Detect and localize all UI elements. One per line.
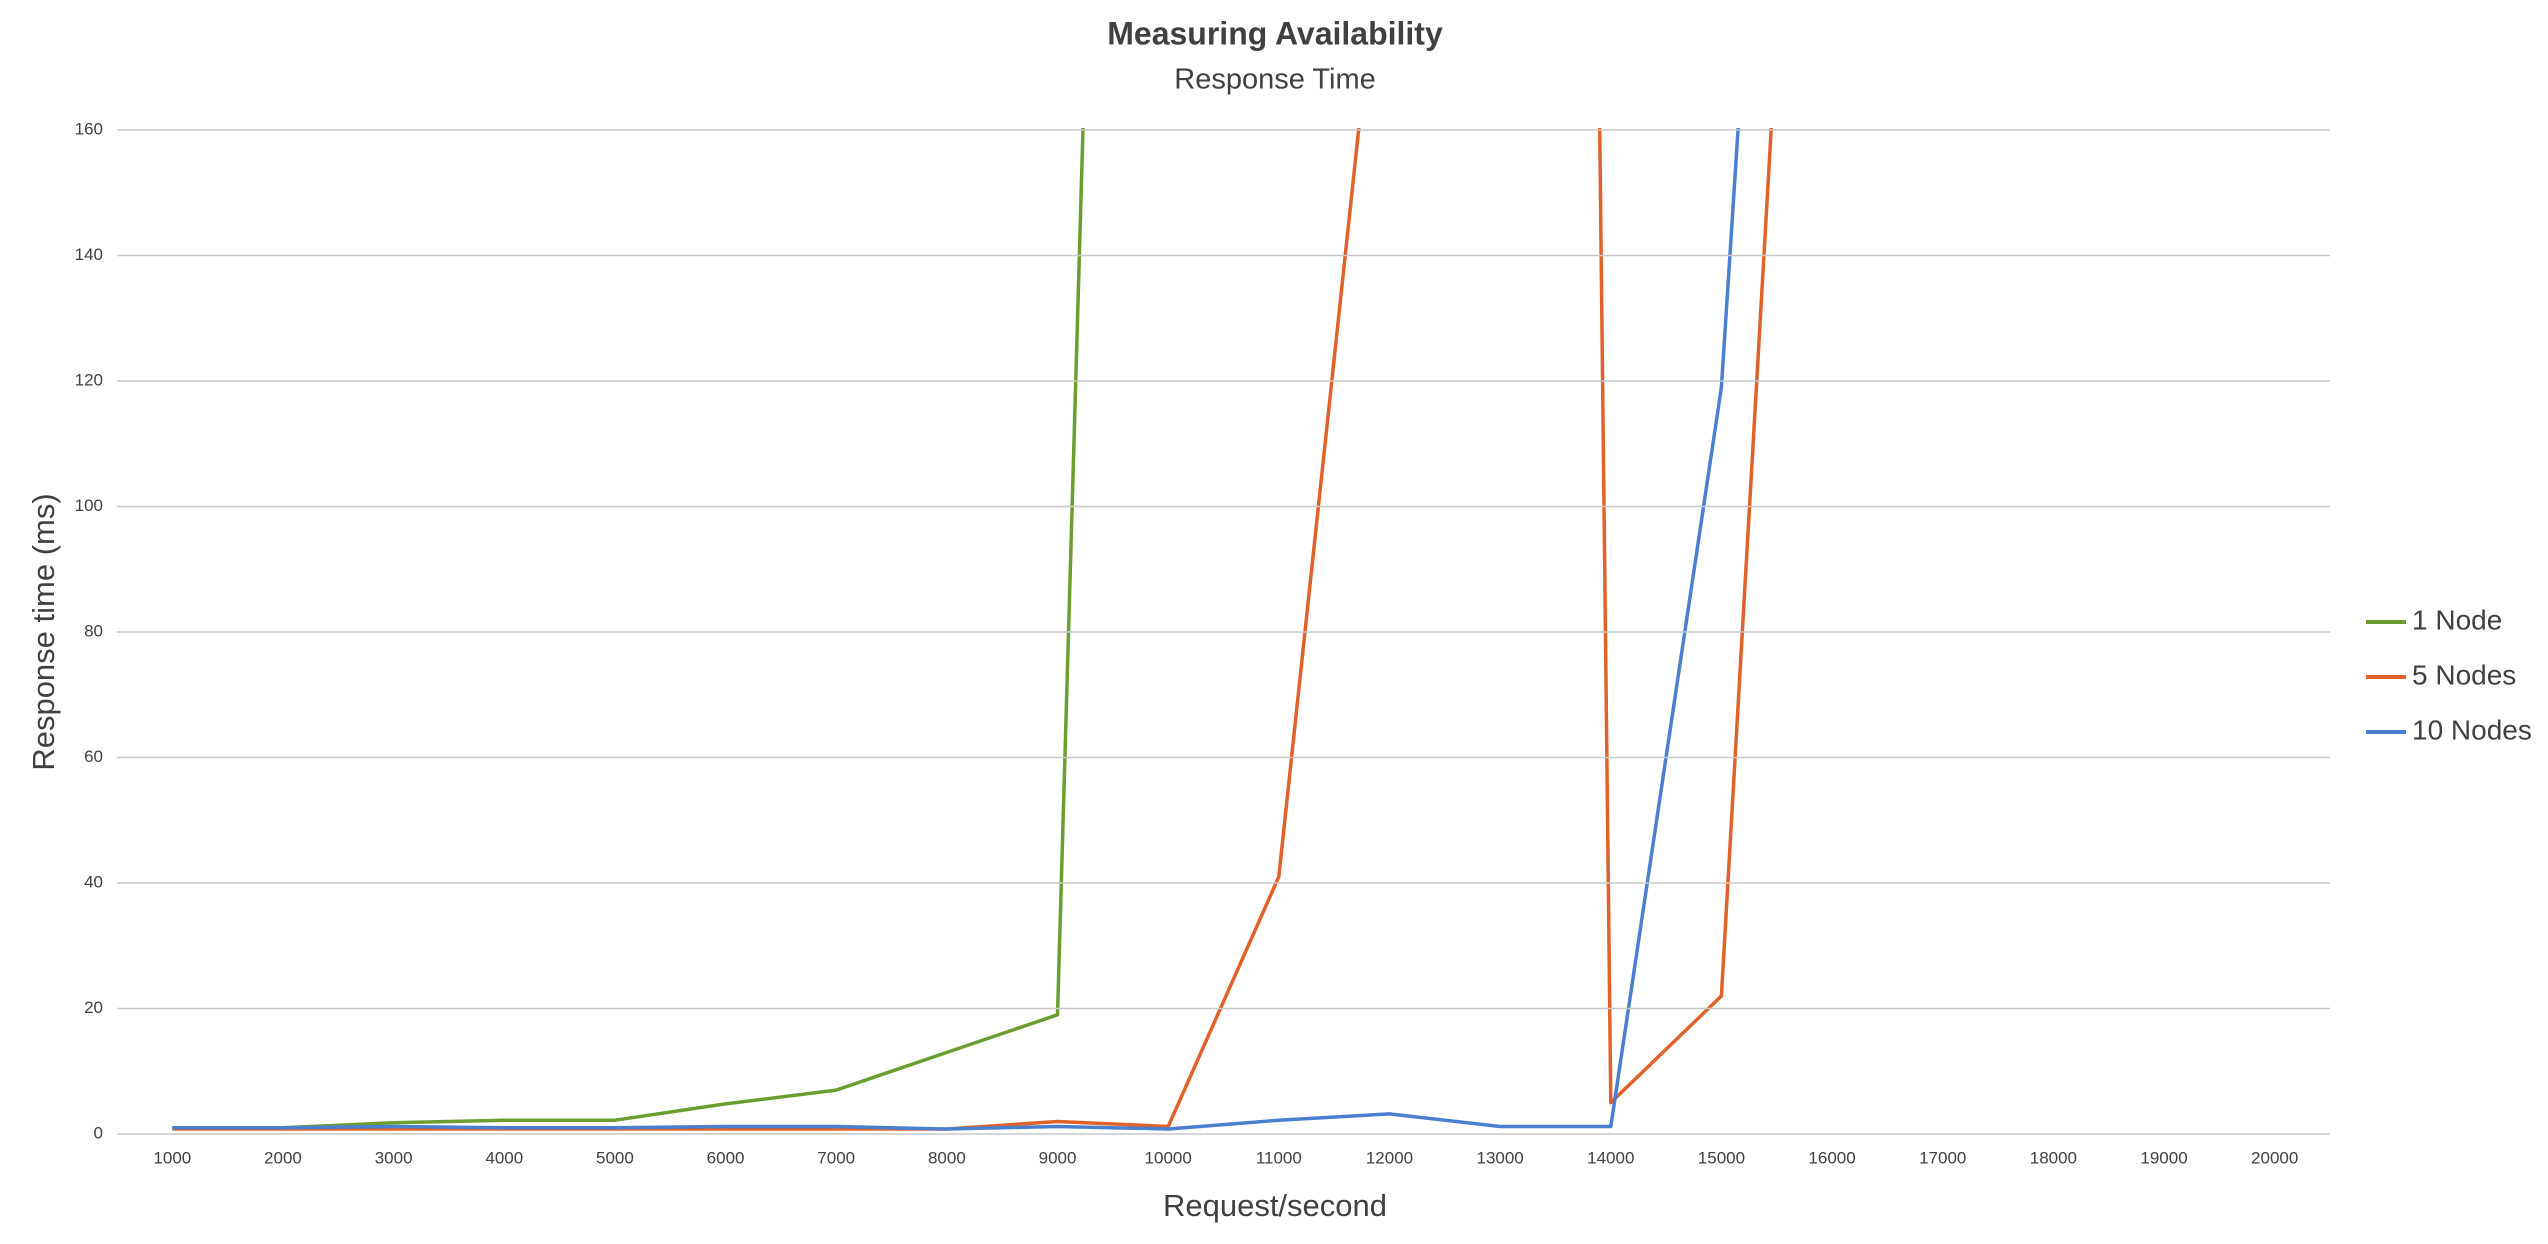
- chart-title: Measuring Availability: [1107, 15, 1443, 51]
- x-tick-label: 4000: [485, 1148, 523, 1167]
- series-line: [172, 128, 1774, 1131]
- plot-area: [172, 128, 1774, 1131]
- chart-subtitle: Response Time: [1174, 64, 1376, 96]
- x-axis-label: Request/second: [1163, 1188, 1387, 1223]
- x-tick-label: 2000: [264, 1148, 302, 1167]
- y-tick-label: 60: [84, 747, 103, 766]
- x-tick-label: 14000: [1587, 1148, 1634, 1167]
- x-tick-label: 10000: [1145, 1148, 1192, 1167]
- x-tick-label: 5000: [596, 1148, 634, 1167]
- legend-label: 10 Nodes: [2412, 714, 2532, 745]
- legend-label: 5 Nodes: [2412, 659, 2516, 690]
- y-tick-label: 100: [75, 496, 103, 515]
- y-tick-label: 120: [75, 370, 103, 389]
- x-tick-label: 13000: [1476, 1148, 1523, 1167]
- x-tick-label: 15000: [1698, 1148, 1745, 1167]
- x-tick-label: 7000: [817, 1148, 855, 1167]
- y-tick-label: 0: [94, 1123, 103, 1142]
- x-tick-label: 9000: [1039, 1148, 1077, 1167]
- x-tick-label: 6000: [707, 1148, 745, 1167]
- x-tick-label: 19000: [2140, 1148, 2187, 1167]
- x-tick-label: 17000: [1919, 1148, 1966, 1167]
- series-line: [172, 128, 1085, 1130]
- y-tick-label: 140: [75, 245, 103, 264]
- x-tick-label: 3000: [375, 1148, 413, 1167]
- y-tick-label: 40: [84, 872, 103, 891]
- y-tick-label: 80: [84, 621, 103, 640]
- series-line: [172, 128, 1740, 1131]
- y-tick-label: 160: [75, 119, 103, 138]
- x-tick-label: 18000: [2030, 1148, 2077, 1167]
- y-tick-label: 20: [84, 998, 103, 1017]
- legend-label: 1 Node: [2412, 604, 2502, 635]
- x-tick-label: 12000: [1366, 1148, 1413, 1167]
- x-tick-label: 11000: [1256, 1148, 1302, 1167]
- x-tick-label: 16000: [1808, 1148, 1855, 1167]
- x-tick-label: 1000: [153, 1148, 191, 1167]
- x-tick-label: 8000: [928, 1148, 966, 1167]
- y-axis-label: Response time (ms): [26, 493, 61, 770]
- x-tick-label: 20000: [2251, 1148, 2298, 1167]
